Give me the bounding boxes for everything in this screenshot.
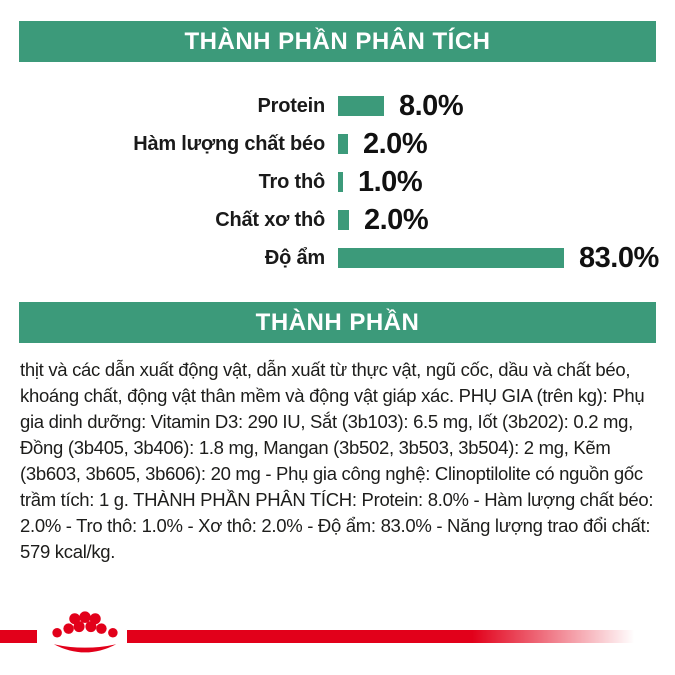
chart-bar [338, 96, 384, 116]
chart-bar-label: Độ ẩm [264, 246, 325, 269]
chart-row: Hàm lượng chất béo 2.0% [0, 125, 675, 163]
chart-bar [338, 172, 343, 192]
composition-section-header: THÀNH PHẦN [19, 302, 656, 343]
chart-row: Tro thô 1.0% [0, 163, 675, 201]
chart-bar [338, 248, 564, 268]
royal-canin-crown-icon [52, 611, 118, 653]
chart-bar-label: Tro thô [258, 170, 326, 193]
analysis-chart: Protein 8.0% Hàm lượng chất béo 2.0% Tro thô… [0, 87, 675, 277]
chart-bar-label: Chất xơ thô [215, 208, 325, 231]
chart-row: Chất xơ thô 2.0% [0, 201, 675, 239]
brand-stripe [0, 630, 675, 643]
composition-text: thịt và các dẫn xuất động vật, dẫn xuất … [20, 359, 654, 562]
chart-row: Độ ẩm 83.0% [0, 239, 675, 277]
chart-bar-value: 8.0% [399, 89, 464, 122]
chart-bar-value: 1.0% [358, 165, 423, 198]
chart-bar-value: 83.0% [579, 241, 659, 274]
analysis-section-header: THÀNH PHẦN PHÂN TÍCH [19, 21, 656, 62]
chart-bar-value: 2.0% [364, 203, 429, 236]
chart-row: Protein 8.0% [0, 87, 675, 125]
chart-bar-label: Hàm lượng chất béo [133, 132, 325, 155]
chart-bar [338, 134, 348, 154]
chart-bar-label: Protein [257, 94, 326, 117]
chart-bar [338, 210, 349, 230]
chart-bar-value: 2.0% [363, 127, 428, 160]
